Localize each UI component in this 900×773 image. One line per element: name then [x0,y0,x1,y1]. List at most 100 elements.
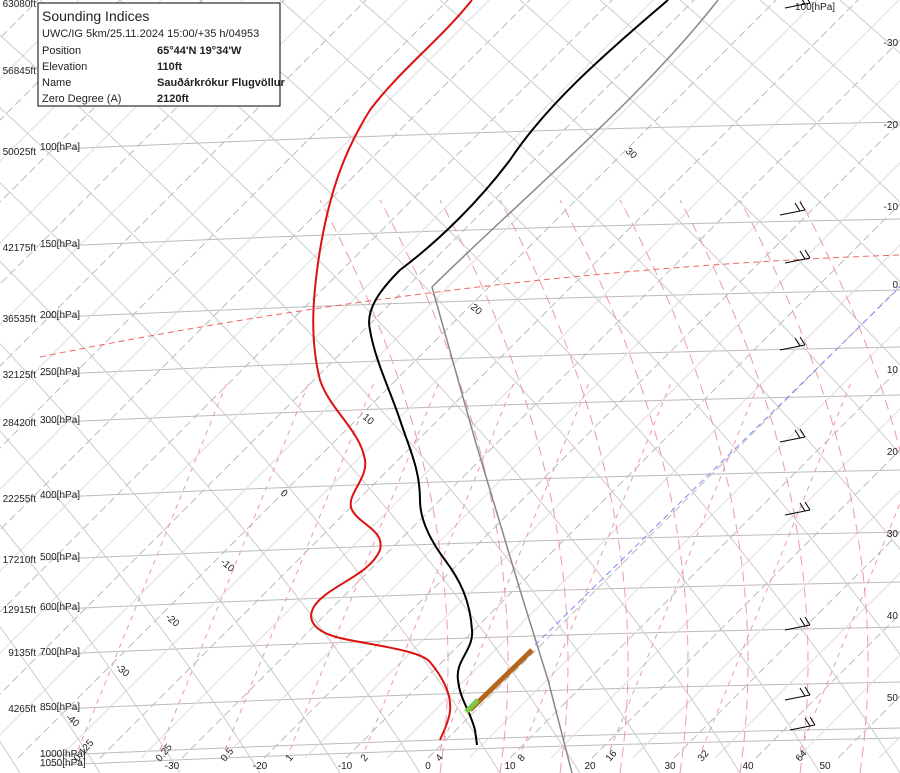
dry-adiabat [679,0,900,203]
mixing-ratio-label: 32 [696,748,712,764]
isotherm-minor [0,0,654,654]
isotherm [0,0,203,203]
isotherm [0,0,531,531]
adiabat-label: -40 [63,712,81,730]
mixing-ratio-line [521,379,673,751]
isotherm-minor [386,244,900,759]
right-temp-label: 50 [887,693,899,704]
isotherm [181,39,900,759]
altitude-label: 28420ft [3,418,37,429]
dry-adiabat [199,0,900,773]
isobar [39,289,900,319]
mixing-ratio-label: 64 [794,748,810,764]
bottom-temp-label: 0 [425,761,431,772]
pressure-label: 100[hPa] [795,2,835,13]
dry-adiabat [439,0,900,455]
bottom-temp-label: 40 [742,761,754,772]
altitude-label: 56845ft [3,66,37,77]
altitude-label: 36535ft [3,314,37,325]
mixing-ratio-label: 2 [359,752,371,764]
isobar [39,531,900,561]
moist-adiabat [799,199,900,453]
pressure-label: 850[hPa] [40,702,80,713]
adiabat-label: 0 [278,488,290,500]
isotherm [0,0,613,613]
info-value: Sauðárkrókur Flugvöllur [157,77,285,89]
isobar [39,737,900,767]
dry-adiabat [599,0,900,283]
info-key: Position [42,45,81,57]
right-temp-label: -20 [884,120,899,131]
isotherm [0,0,695,695]
altitude-label: 50025ft [3,147,37,158]
isotherm [17,0,777,759]
wind-barb [784,616,811,631]
freezing-line [39,254,900,358]
altitude-label: 9135ft [8,648,36,659]
dry-adiabat [0,343,341,773]
right-temp-label: 20 [887,447,899,458]
dry-adiabat [0,107,581,773]
info-value: 2120ft [157,93,189,105]
moist-adiabat [499,199,629,773]
bottom-temp-label: -20 [253,761,268,772]
adiabat-label: 20 [468,302,484,318]
mixing-ratio-label: 1 [284,752,296,764]
altitude-label: 17210ft [3,555,37,566]
dry-adiabat [759,0,900,127]
isotherm [99,0,859,759]
right-temp-label: 0 [892,280,898,291]
pressure-label: 400[hPa] [40,490,80,501]
cape-edge [464,698,480,714]
pressure-label: 100[hPa] [40,142,80,153]
mixing-ratio-line [364,379,516,751]
dry-adiabat [0,626,101,773]
pressure-label: 300[hPa] [40,415,80,426]
altitude-label: 42175ft [3,243,37,254]
moist-adiabat [439,199,569,773]
dry-adiabat [519,0,900,366]
isotherm [0,0,285,285]
wind-barb [784,249,811,264]
dry-adiabat [39,0,741,773]
info-value: 65°44'N 19°34'W [157,45,242,57]
altitude-label: 12915ft [3,605,37,616]
pressure-label: 1050[hPa] [40,758,86,769]
pressure-label: 600[hPa] [40,602,80,613]
isotherm [0,0,367,367]
dry-adiabat [0,430,261,773]
isotherm-minor [222,80,900,759]
pressure-label: 150[hPa] [40,239,80,250]
dry-adiabat [279,0,900,656]
right-temp-label: 40 [887,611,899,622]
isobar [39,394,900,424]
isobar [39,626,900,656]
moist-adiabat [379,199,509,773]
isotherm [0,0,449,449]
bottom-temp-label: 10 [504,761,516,772]
isobar [39,469,900,499]
altitude-label: 22255ft [3,494,37,505]
isotherm-minor [0,0,244,244]
mixing-ratio-line [77,379,229,751]
isotherm [673,531,900,759]
altitude-label: 32125ft [3,370,37,381]
mixing-ratio-line [159,379,311,751]
dewpoint-curve [310,0,473,741]
moist-adiabat [319,199,449,773]
isotherm-minor [0,0,408,408]
isotherm-minor [0,0,162,162]
isobar [39,121,900,151]
isotherm-minor [140,0,900,759]
mixing-ratio-line [439,379,591,751]
pressure-label: 200[hPa] [40,310,80,321]
dry-adiabat [0,524,181,773]
info-subtitle: UWC/IG 5km/25.11.2024 15:00/+35 h/04953 [42,28,259,40]
moist-adiabat [619,199,749,773]
isotherm-minor [550,408,900,759]
isobar [39,727,900,757]
isotherm-minor [0,0,490,490]
adiabat-label: 30 [623,146,639,162]
info-box-frame [37,2,281,107]
